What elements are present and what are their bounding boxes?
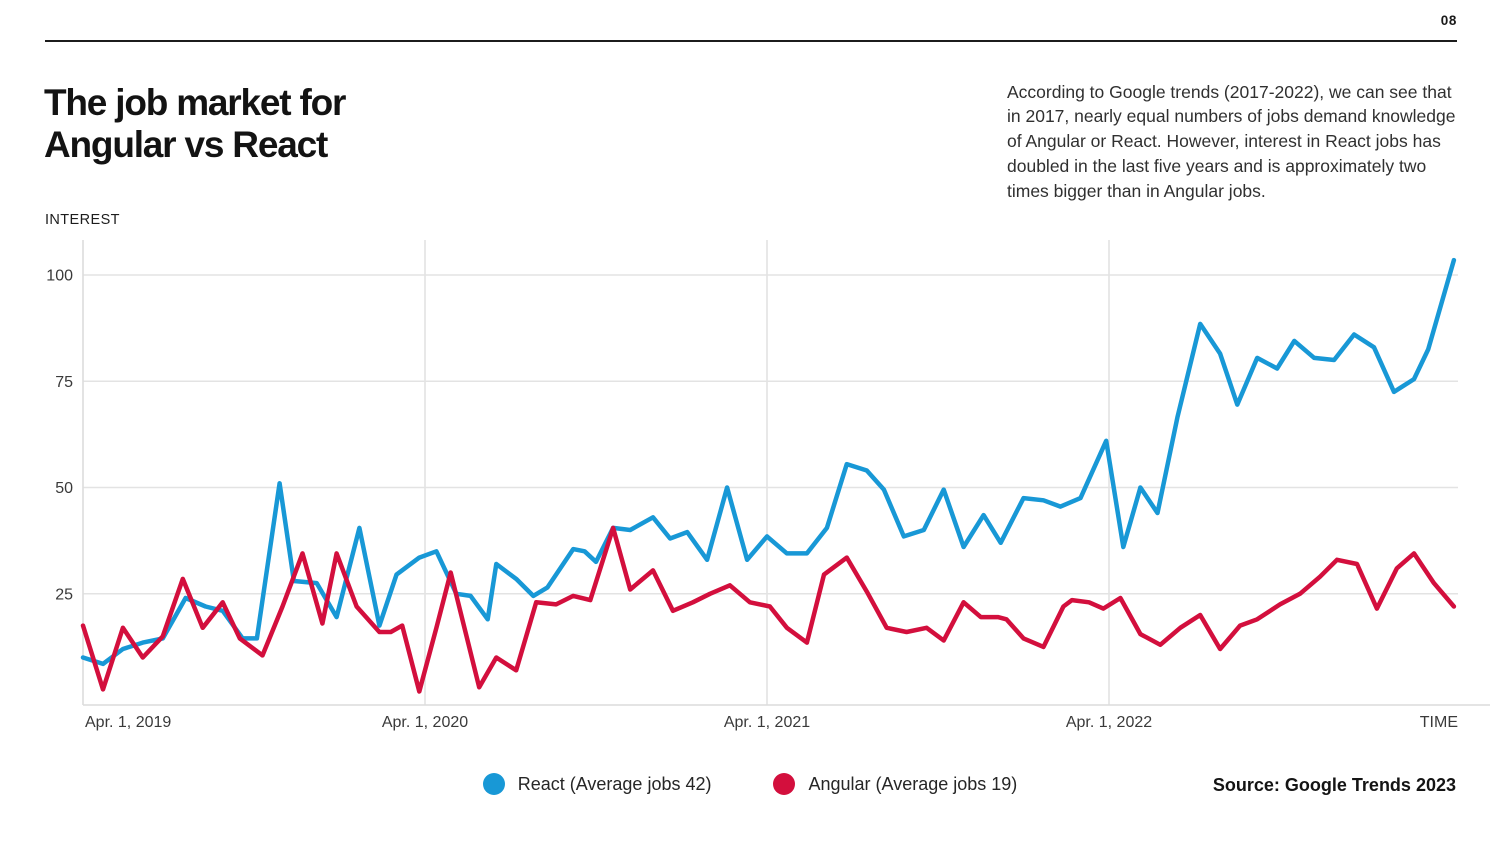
intro-paragraph: According to Google trends (2017-2022), … [1007, 81, 1456, 201]
x-tick-label: Apr. 1, 2020 [382, 714, 468, 731]
x-axis-title: TIME [1420, 714, 1458, 731]
react-legend-dot-icon [482, 773, 505, 795]
page-number: 08 [1440, 13, 1457, 28]
y-tick-label: 75 [55, 374, 73, 391]
y-axis-title: INTEREST [45, 212, 120, 228]
react-legend-label: React (Average jobs 42) [517, 773, 712, 794]
x-tick-label: Apr. 1, 2022 [1066, 714, 1152, 731]
x-tick-label: Apr. 1, 2019 [85, 714, 171, 731]
angular-legend-label: Angular (Average jobs 19) [808, 773, 1018, 794]
chart-legend: React (Average jobs 42) Angular (Average… [0, 773, 1500, 795]
react-trend-line [80, 257, 1457, 667]
y-tick-label: 25 [55, 586, 73, 603]
source-credit: Source: Google Trends 2023 [1212, 775, 1456, 795]
legend-item-angular: Angular (Average jobs 19) [773, 773, 1017, 795]
y-tick-label: 50 [55, 480, 73, 497]
page-title: The job market for Angular vs React [44, 81, 346, 165]
legend-item-react: React (Average jobs 42) [482, 773, 712, 795]
x-tick-label: Apr. 1, 2021 [724, 714, 810, 731]
angular-legend-dot-icon [773, 773, 796, 795]
angular-trend-line [80, 525, 1457, 694]
header-rule [45, 40, 1457, 42]
y-tick-label: 100 [46, 268, 73, 285]
